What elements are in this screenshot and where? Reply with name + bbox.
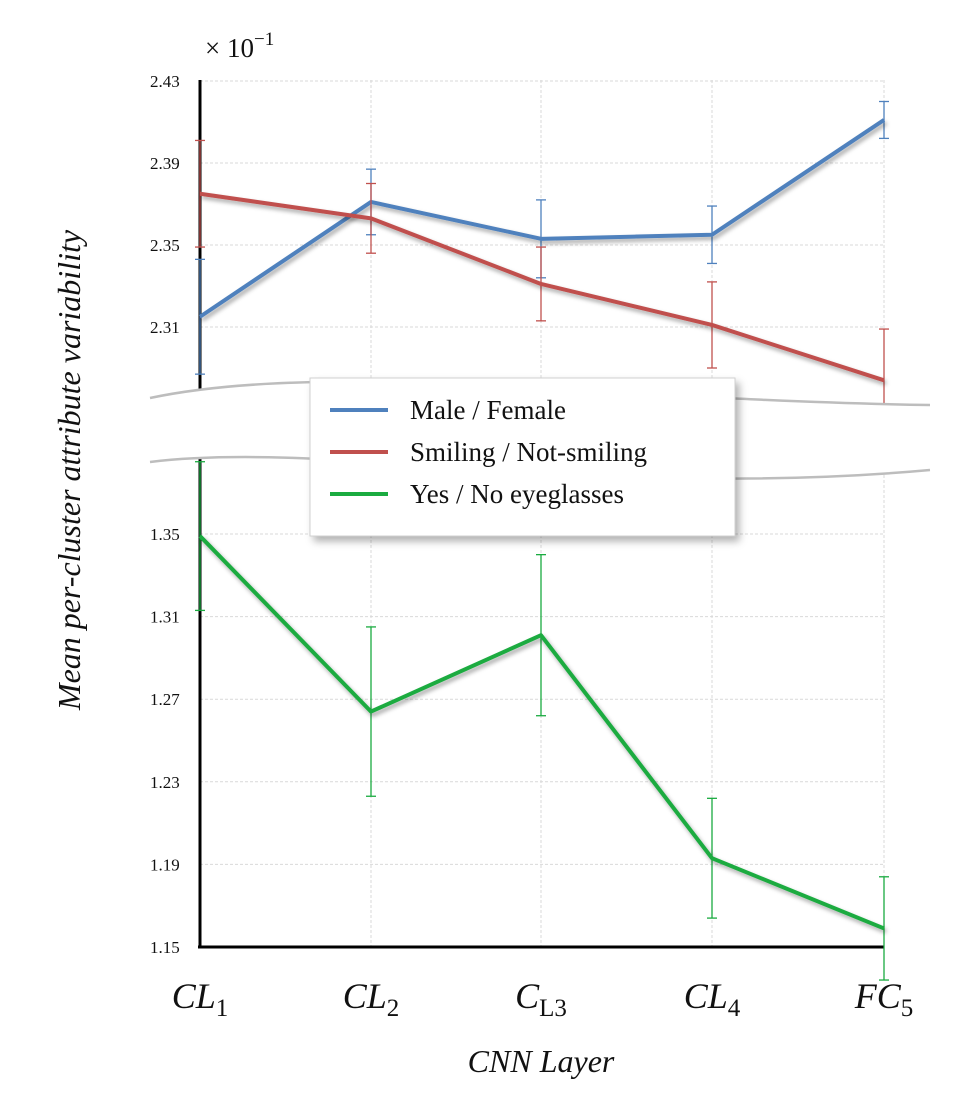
y-axis-title: Mean per-cluster attribute variability: [51, 229, 87, 711]
x-tick-label: FC5: [854, 976, 914, 1022]
y-tick-label: 1.31: [150, 608, 180, 627]
legend-label: Yes / No eyeglasses: [410, 479, 624, 509]
y-tick-label: 1.27: [150, 690, 180, 709]
y-tick-label: 2.35: [150, 236, 180, 255]
y-tick-label: 1.15: [150, 938, 180, 957]
x-tick-label: CL4: [684, 976, 741, 1022]
y-tick-label: 2.39: [150, 154, 180, 173]
x-tick-label: CL3: [515, 976, 567, 1022]
legend-label: Smiling / Not-smiling: [410, 437, 647, 467]
x-tick-label: CL2: [343, 976, 400, 1022]
series-line: [198, 534, 885, 931]
y-tick-label: 1.23: [150, 773, 180, 792]
y-tick-label: 1.35: [150, 525, 180, 544]
series-line: [198, 118, 886, 319]
y-ticks: 2.43 2.39 2.35 2.31 1.35 1.31 1.27 1.23 1.19 1.15: [150, 72, 180, 957]
series-layer: [195, 100, 889, 981]
series-0: [195, 100, 889, 375]
series-2: [195, 461, 889, 981]
x-axis-title: CNN Layer: [468, 1043, 615, 1079]
legend-label: Male / Female: [410, 395, 566, 425]
y-tick-label: 1.19: [150, 855, 180, 874]
x-tick-label: CL1: [172, 976, 229, 1022]
legend-box: [309, 377, 736, 537]
series-line: [199, 191, 885, 383]
y-multiplier: × 10−1: [205, 29, 274, 63]
y-tick-label: 2.43: [150, 72, 180, 91]
y-tick-label: 2.31: [150, 318, 180, 337]
x-categories: CL1 CL2 CL3 CL4 FC5: [172, 976, 914, 1022]
series-1: [195, 139, 889, 433]
legend: Male / Female Smiling / Not-smiling Yes / …: [309, 377, 736, 537]
